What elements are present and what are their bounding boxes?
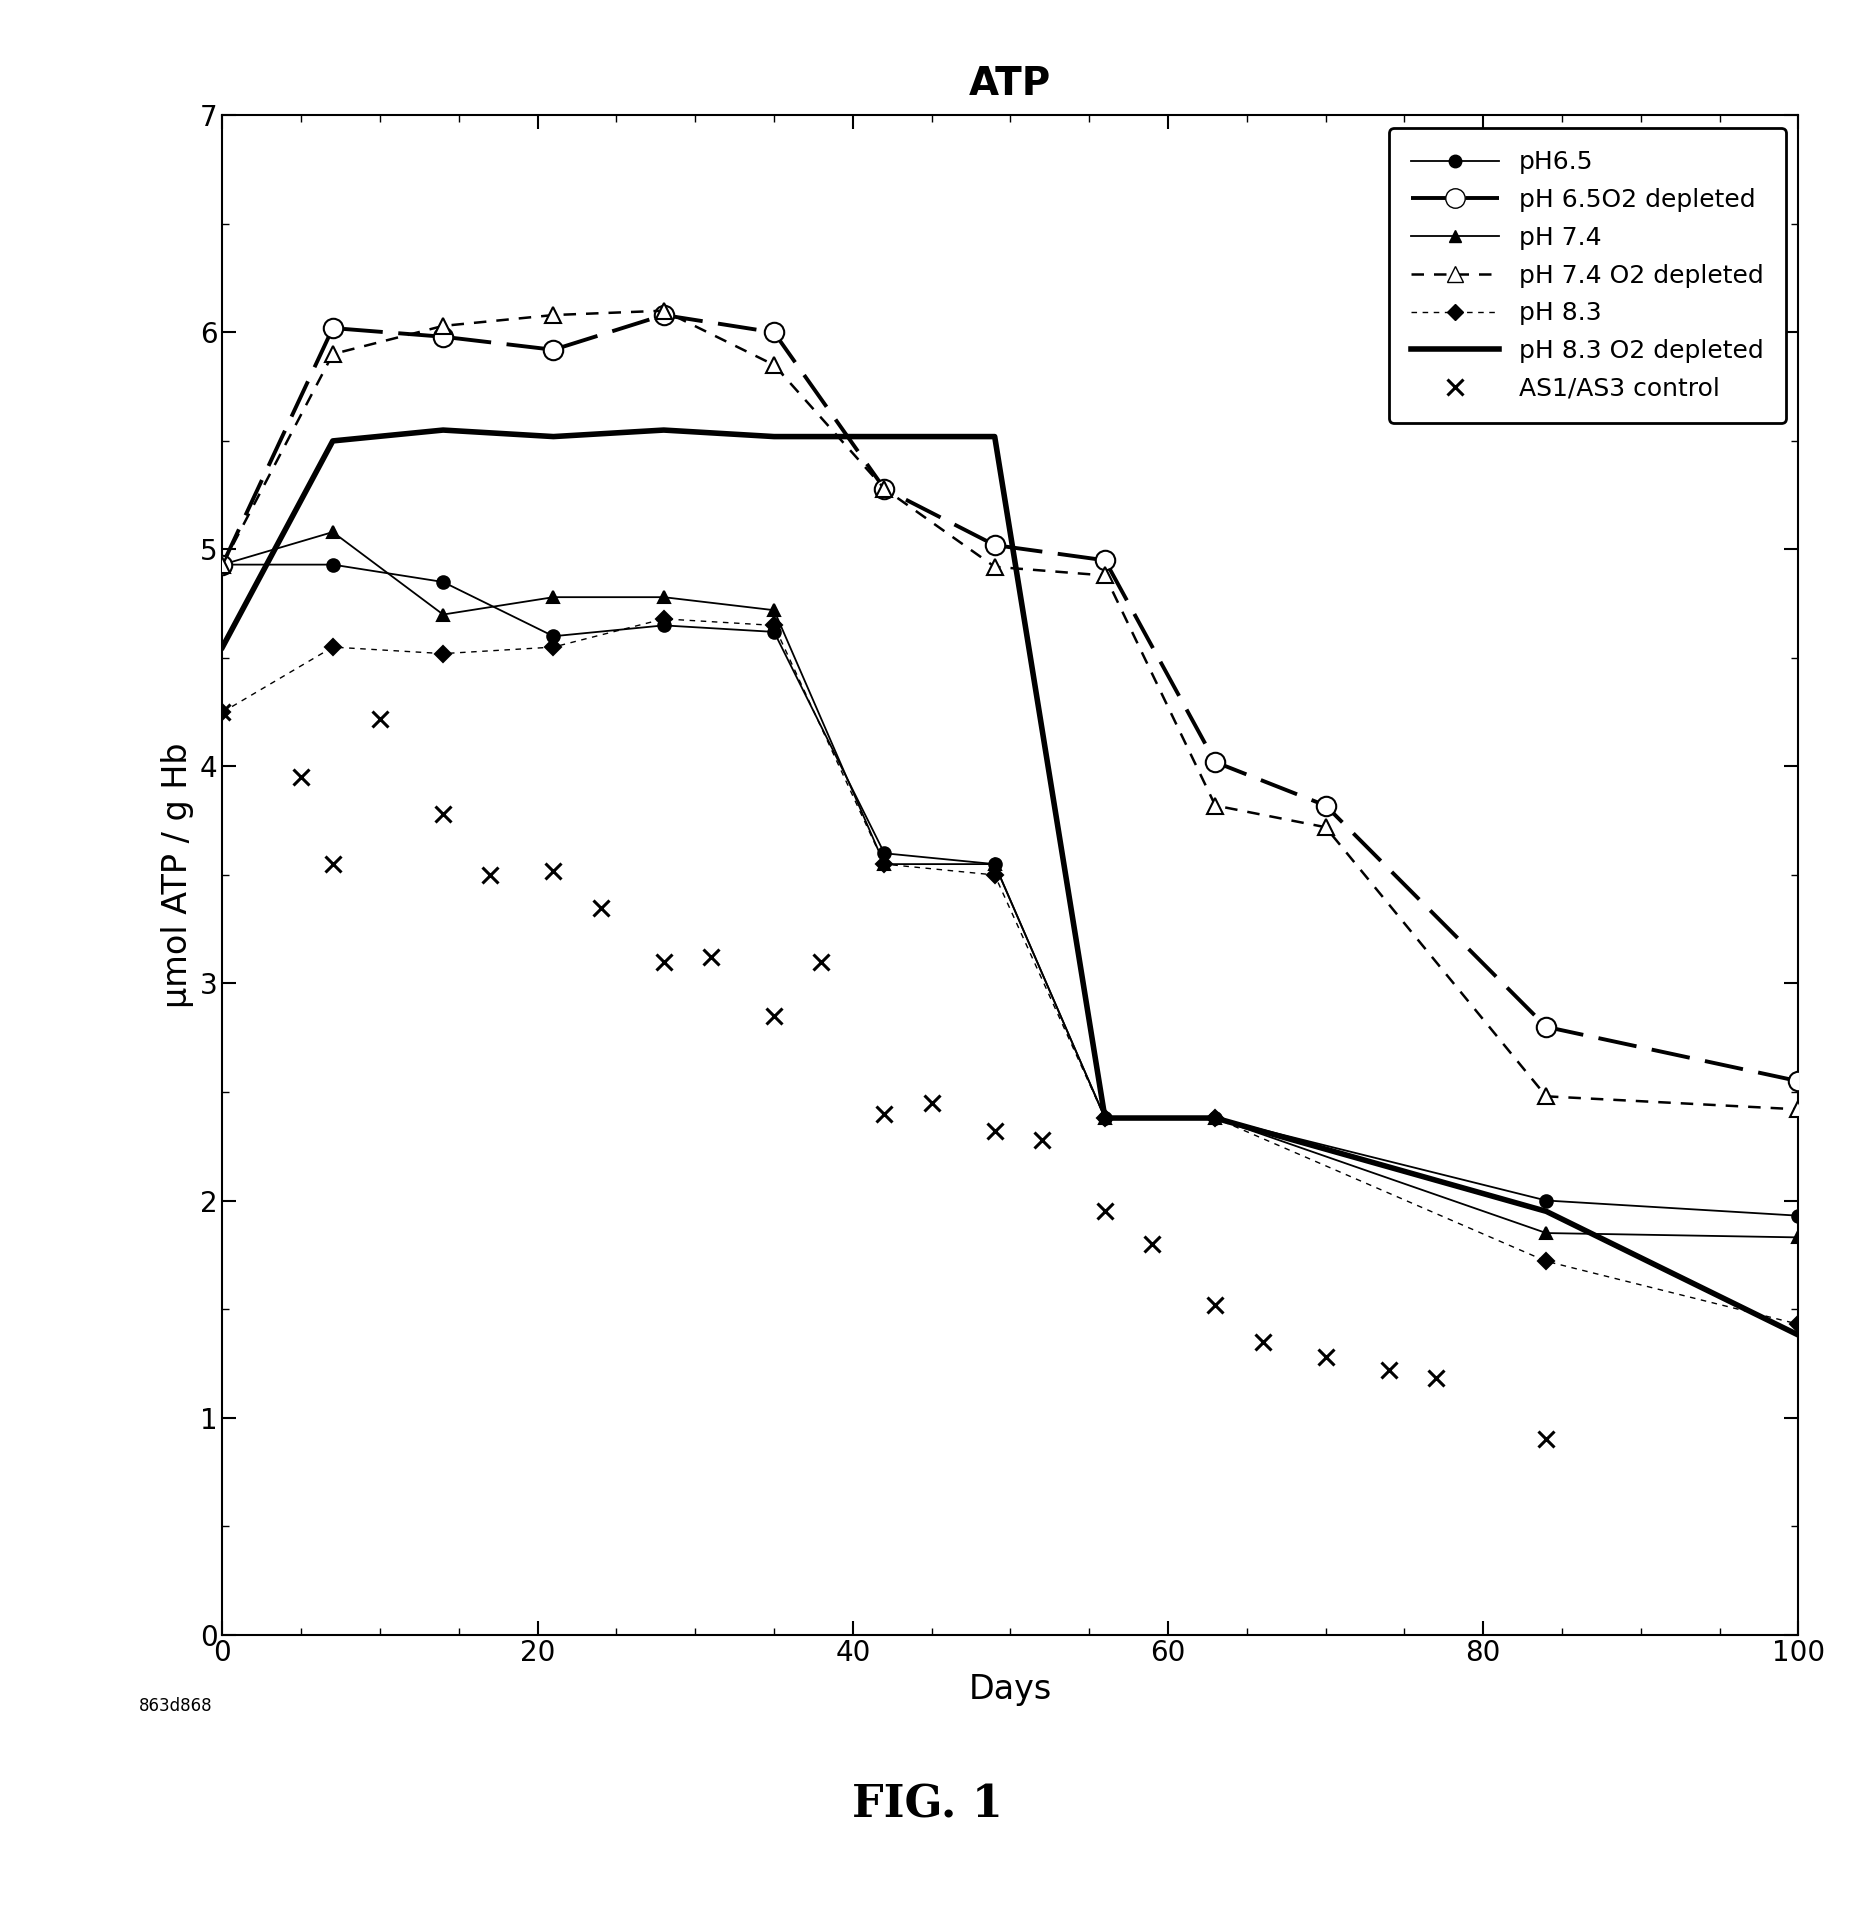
Title: ATP: ATP: [970, 65, 1051, 102]
Legend: pH6.5, pH 6.5O2 depleted, pH 7.4, pH 7.4 O2 depleted, pH 8.3, pH 8.3 O2 depleted: pH6.5, pH 6.5O2 depleted, pH 7.4, pH 7.4…: [1389, 129, 1785, 423]
Text: 863d868: 863d868: [139, 1696, 213, 1715]
X-axis label: Days: Days: [970, 1673, 1051, 1706]
Text: FIG. 1: FIG. 1: [851, 1783, 1003, 1827]
Y-axis label: μmol ATP / g Hb: μmol ATP / g Hb: [161, 742, 195, 1008]
